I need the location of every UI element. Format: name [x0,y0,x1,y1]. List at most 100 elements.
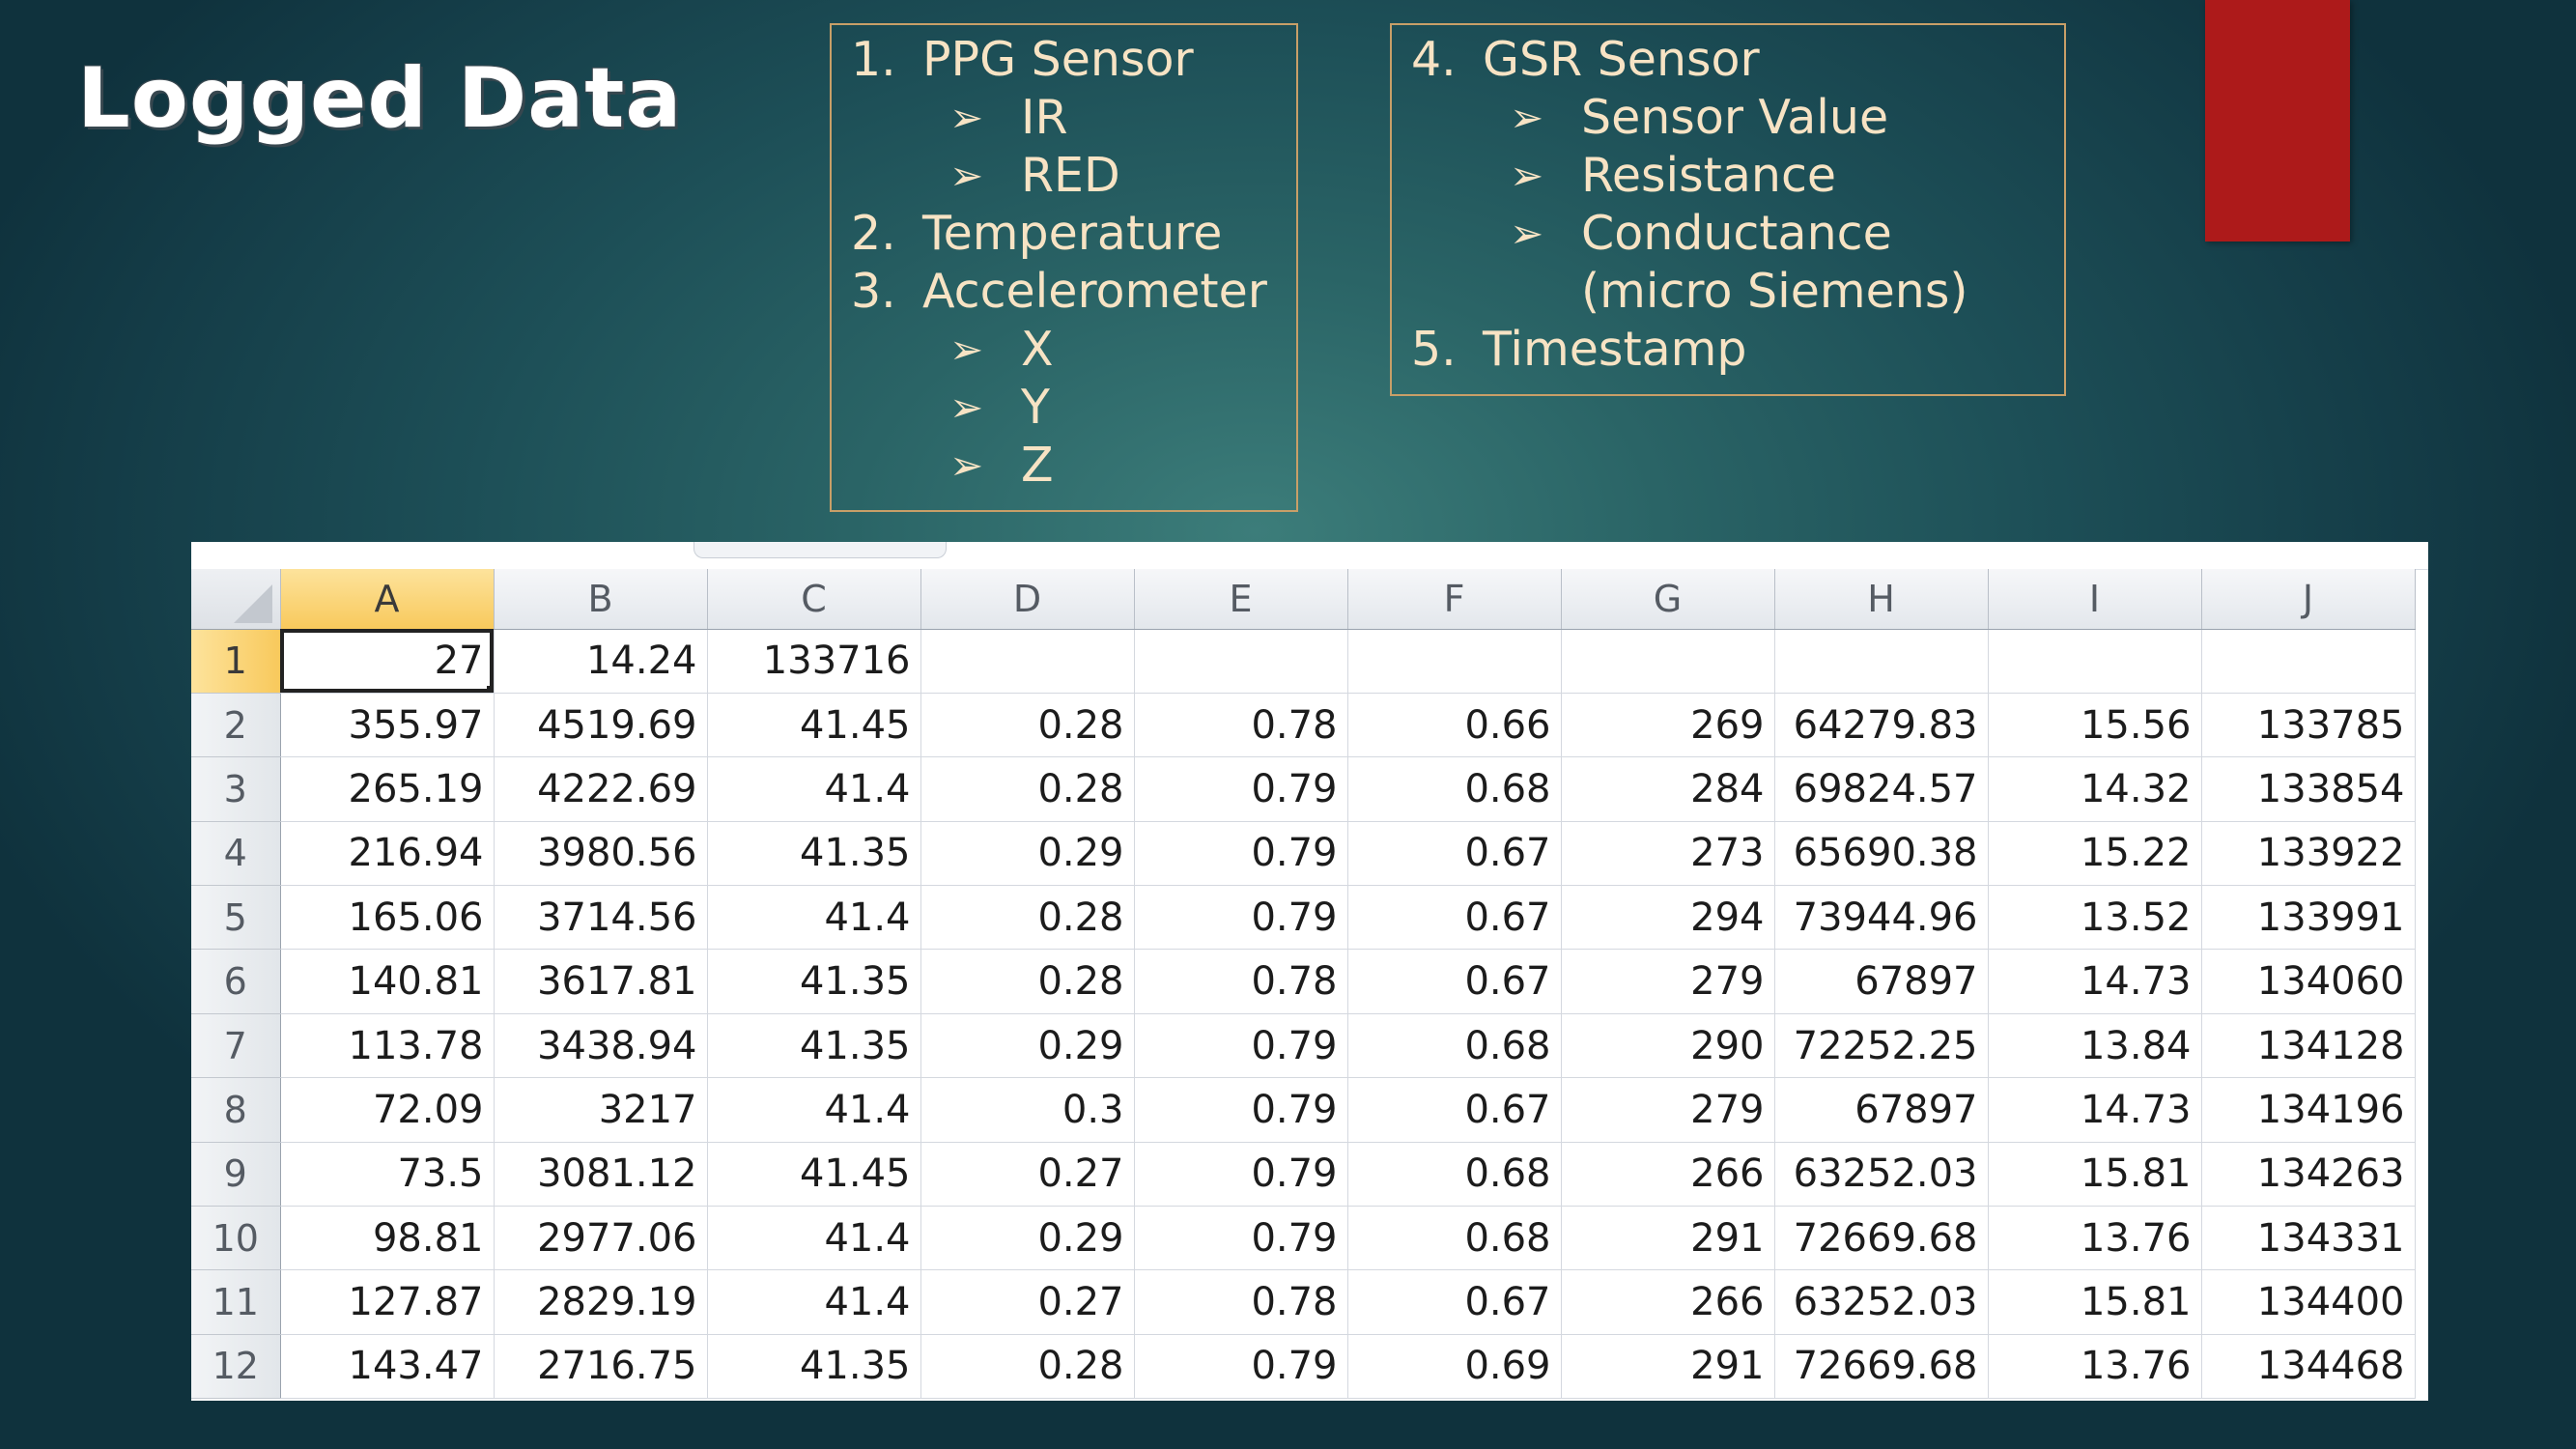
cell-a7[interactable]: 113.78 [280,1013,495,1079]
cell-b5[interactable]: 3714.56 [494,885,708,951]
cell-f2[interactable]: 0.66 [1347,693,1562,758]
row-header[interactable]: 5 [191,885,281,951]
cell-e9[interactable]: 0.79 [1134,1142,1348,1208]
cell-c12[interactable]: 41.35 [707,1334,921,1400]
cell-e8[interactable]: 0.79 [1134,1077,1348,1143]
column-header-b[interactable]: B [494,569,708,630]
cell-d9[interactable]: 0.27 [920,1142,1135,1208]
column-header-c[interactable]: C [707,569,921,630]
row-header[interactable]: 9 [191,1142,281,1208]
cell-f4[interactable]: 0.67 [1347,821,1562,887]
fill-handle[interactable] [486,685,493,693]
cell-h3[interactable]: 69824.57 [1774,756,1989,822]
row-header[interactable]: 2 [191,693,281,758]
cell-a4[interactable]: 216.94 [280,821,495,887]
cell-e5[interactable]: 0.79 [1134,885,1348,951]
cell-g12[interactable]: 291 [1561,1334,1775,1400]
cell-g11[interactable]: 266 [1561,1269,1775,1335]
cell-f3[interactable]: 0.68 [1347,756,1562,822]
cell-i9[interactable]: 15.81 [1988,1142,2202,1208]
cell-g7[interactable]: 290 [1561,1013,1775,1079]
cell-c6[interactable]: 41.35 [707,949,921,1014]
cell-i4[interactable]: 15.22 [1988,821,2202,887]
cell-a2[interactable]: 355.97 [280,693,495,758]
cell-d8[interactable]: 0.3 [920,1077,1135,1143]
column-header-e[interactable]: E [1134,569,1348,630]
cell-g3[interactable]: 284 [1561,756,1775,822]
cell-h11[interactable]: 63252.03 [1774,1269,1989,1335]
cell-f7[interactable]: 0.68 [1347,1013,1562,1079]
cell-d11[interactable]: 0.27 [920,1269,1135,1335]
cell-j6[interactable]: 134060 [2201,949,2416,1014]
row-header[interactable]: 7 [191,1013,281,1079]
cell-h1[interactable] [1774,629,1989,694]
cell-e12[interactable]: 0.79 [1134,1334,1348,1400]
row-header[interactable]: 11 [191,1269,281,1335]
cell-c5[interactable]: 41.4 [707,885,921,951]
cell-b10[interactable]: 2977.06 [494,1206,708,1271]
cell-h10[interactable]: 72669.68 [1774,1206,1989,1271]
cell-e2[interactable]: 0.78 [1134,693,1348,758]
cell-h12[interactable]: 72669.68 [1774,1334,1989,1400]
column-header-d[interactable]: D [920,569,1135,630]
scroll-tab[interactable] [694,542,947,558]
row-header[interactable]: 12 [191,1334,281,1400]
cell-b9[interactable]: 3081.12 [494,1142,708,1208]
cell-a1[interactable]: 27 [280,629,495,694]
cell-b8[interactable]: 3217 [494,1077,708,1143]
column-header-i[interactable]: I [1988,569,2202,630]
cell-d6[interactable]: 0.28 [920,949,1135,1014]
cell-f12[interactable]: 0.69 [1347,1334,1562,1400]
cell-e3[interactable]: 0.79 [1134,756,1348,822]
cell-f9[interactable]: 0.68 [1347,1142,1562,1208]
select-all-corner[interactable] [191,569,281,630]
cell-f10[interactable]: 0.68 [1347,1206,1562,1271]
cell-j9[interactable]: 134263 [2201,1142,2416,1208]
cell-e4[interactable]: 0.79 [1134,821,1348,887]
cell-j11[interactable]: 134400 [2201,1269,2416,1335]
cell-b12[interactable]: 2716.75 [494,1334,708,1400]
cell-c1[interactable]: 133716 [707,629,921,694]
cell-h5[interactable]: 73944.96 [1774,885,1989,951]
cell-c8[interactable]: 41.4 [707,1077,921,1143]
cell-f6[interactable]: 0.67 [1347,949,1562,1014]
cell-h4[interactable]: 65690.38 [1774,821,1989,887]
cell-c2[interactable]: 41.45 [707,693,921,758]
cell-f5[interactable]: 0.67 [1347,885,1562,951]
cell-g4[interactable]: 273 [1561,821,1775,887]
cell-i5[interactable]: 13.52 [1988,885,2202,951]
cell-d4[interactable]: 0.29 [920,821,1135,887]
cell-f8[interactable]: 0.67 [1347,1077,1562,1143]
column-header-j[interactable]: J [2201,569,2416,630]
cell-j3[interactable]: 133854 [2201,756,2416,822]
cell-f11[interactable]: 0.67 [1347,1269,1562,1335]
column-header-g[interactable]: G [1561,569,1775,630]
cell-i8[interactable]: 14.73 [1988,1077,2202,1143]
cell-g6[interactable]: 279 [1561,949,1775,1014]
cell-b1[interactable]: 14.24 [494,629,708,694]
column-header-a[interactable]: A [280,569,495,630]
cell-j5[interactable]: 133991 [2201,885,2416,951]
cell-j8[interactable]: 134196 [2201,1077,2416,1143]
cell-d2[interactable]: 0.28 [920,693,1135,758]
cell-e11[interactable]: 0.78 [1134,1269,1348,1335]
cell-h2[interactable]: 64279.83 [1774,693,1989,758]
row-header[interactable]: 4 [191,821,281,887]
cell-i12[interactable]: 13.76 [1988,1334,2202,1400]
cell-d5[interactable]: 0.28 [920,885,1135,951]
cell-b11[interactable]: 2829.19 [494,1269,708,1335]
cell-g5[interactable]: 294 [1561,885,1775,951]
cell-b3[interactable]: 4222.69 [494,756,708,822]
cell-d12[interactable]: 0.28 [920,1334,1135,1400]
cell-c10[interactable]: 41.4 [707,1206,921,1271]
cell-j4[interactable]: 133922 [2201,821,2416,887]
cell-b7[interactable]: 3438.94 [494,1013,708,1079]
cell-g1[interactable] [1561,629,1775,694]
cell-g10[interactable]: 291 [1561,1206,1775,1271]
cell-c7[interactable]: 41.35 [707,1013,921,1079]
row-header[interactable]: 3 [191,756,281,822]
cell-c4[interactable]: 41.35 [707,821,921,887]
cell-h8[interactable]: 67897 [1774,1077,1989,1143]
cell-a11[interactable]: 127.87 [280,1269,495,1335]
cell-i11[interactable]: 15.81 [1988,1269,2202,1335]
